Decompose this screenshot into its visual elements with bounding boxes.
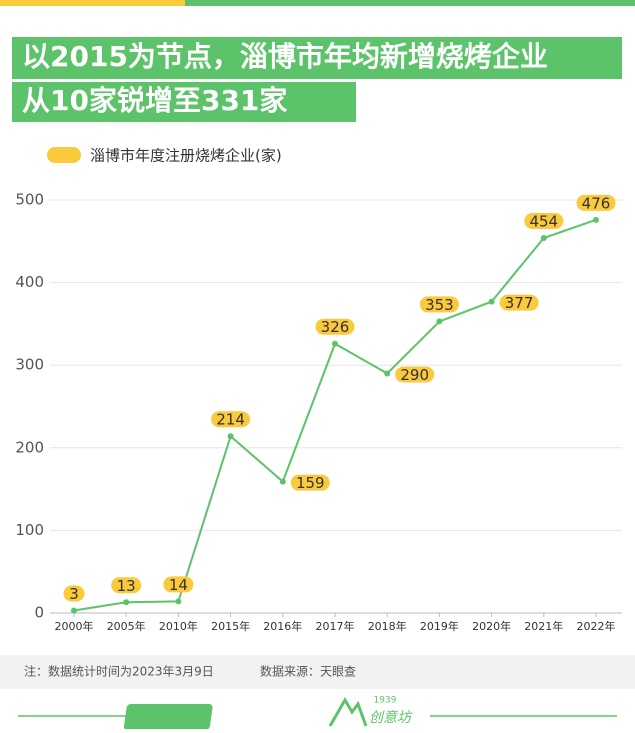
label-bg xyxy=(499,294,539,311)
point xyxy=(540,234,547,241)
data-label: 290 xyxy=(400,366,429,384)
x-tick-label: 2016年 xyxy=(263,619,302,633)
note-bg xyxy=(0,655,635,689)
point xyxy=(175,598,182,605)
point xyxy=(227,433,234,440)
data-label: 14 xyxy=(169,576,188,594)
brand-badge-text: 数据说 xyxy=(235,706,286,727)
label-bg xyxy=(163,576,194,593)
data-label: 326 xyxy=(321,318,350,336)
y-tick-label: 0 xyxy=(34,604,44,622)
brand-logo xyxy=(328,697,368,727)
title-bg xyxy=(12,82,356,122)
data-label: 377 xyxy=(505,294,534,312)
y-tick-label: 400 xyxy=(15,273,44,291)
label-bg xyxy=(290,474,330,491)
x-tick-label: 2021年 xyxy=(524,619,563,633)
top-bar-green xyxy=(185,0,635,6)
data-label: 13 xyxy=(117,577,136,595)
note: 数据来源：天眼查 xyxy=(260,664,356,679)
point xyxy=(71,607,77,614)
point xyxy=(488,298,495,305)
point xyxy=(279,478,286,485)
brand-badge xyxy=(123,704,213,730)
x-tick-label: 2005年 xyxy=(107,619,146,633)
title-bg xyxy=(12,37,622,79)
x-tick-label: 2022年 xyxy=(577,619,616,633)
legend-swatch xyxy=(47,147,81,163)
x-tick-label: 2018年 xyxy=(368,619,407,633)
x-tick-label: 2000年 xyxy=(55,619,94,633)
label-bg xyxy=(395,366,435,383)
top-bar-yellow xyxy=(0,0,185,6)
brand-name: 创意坊 xyxy=(369,710,413,726)
x-tick-label: 2017年 xyxy=(316,619,355,633)
label-bg xyxy=(111,577,142,594)
y-tick-label: 300 xyxy=(15,356,44,374)
data-label: 3 xyxy=(69,585,79,603)
data-label: 353 xyxy=(425,296,454,314)
chart-title: 以2015为节点，淄博市年均新增烧烤企业 xyxy=(22,40,548,73)
data-label: 476 xyxy=(582,194,611,212)
legend-label: 淄博市年度注册烧烤企业(家) xyxy=(90,147,282,165)
y-tick-label: 200 xyxy=(15,438,44,456)
label-bg xyxy=(211,411,251,428)
label-bg xyxy=(63,585,85,602)
x-tick-label: 2010年 xyxy=(159,619,198,633)
line xyxy=(73,218,597,612)
label-bg xyxy=(315,318,355,335)
y-tick-label: 500 xyxy=(15,191,44,209)
brand-year: 1939 xyxy=(374,696,397,706)
label-bg xyxy=(576,194,616,211)
label-bg xyxy=(419,296,459,313)
data-label: 159 xyxy=(296,474,325,492)
point xyxy=(123,599,130,606)
label-bg xyxy=(524,212,564,229)
data-label: 214 xyxy=(216,411,245,429)
note: 注：数据统计时间为2023年3月9日 xyxy=(24,664,214,679)
y-tick-label: 100 xyxy=(15,521,44,539)
data-label: 454 xyxy=(529,212,558,230)
point xyxy=(436,318,443,325)
x-tick-label: 2020年 xyxy=(472,619,511,633)
x-tick-label: 2019年 xyxy=(420,619,459,633)
point xyxy=(384,370,391,377)
x-tick-label: 2015年 xyxy=(211,619,250,633)
chart-title: 从10家锐增至331家 xyxy=(22,84,287,117)
point xyxy=(593,216,599,223)
point xyxy=(332,340,338,347)
